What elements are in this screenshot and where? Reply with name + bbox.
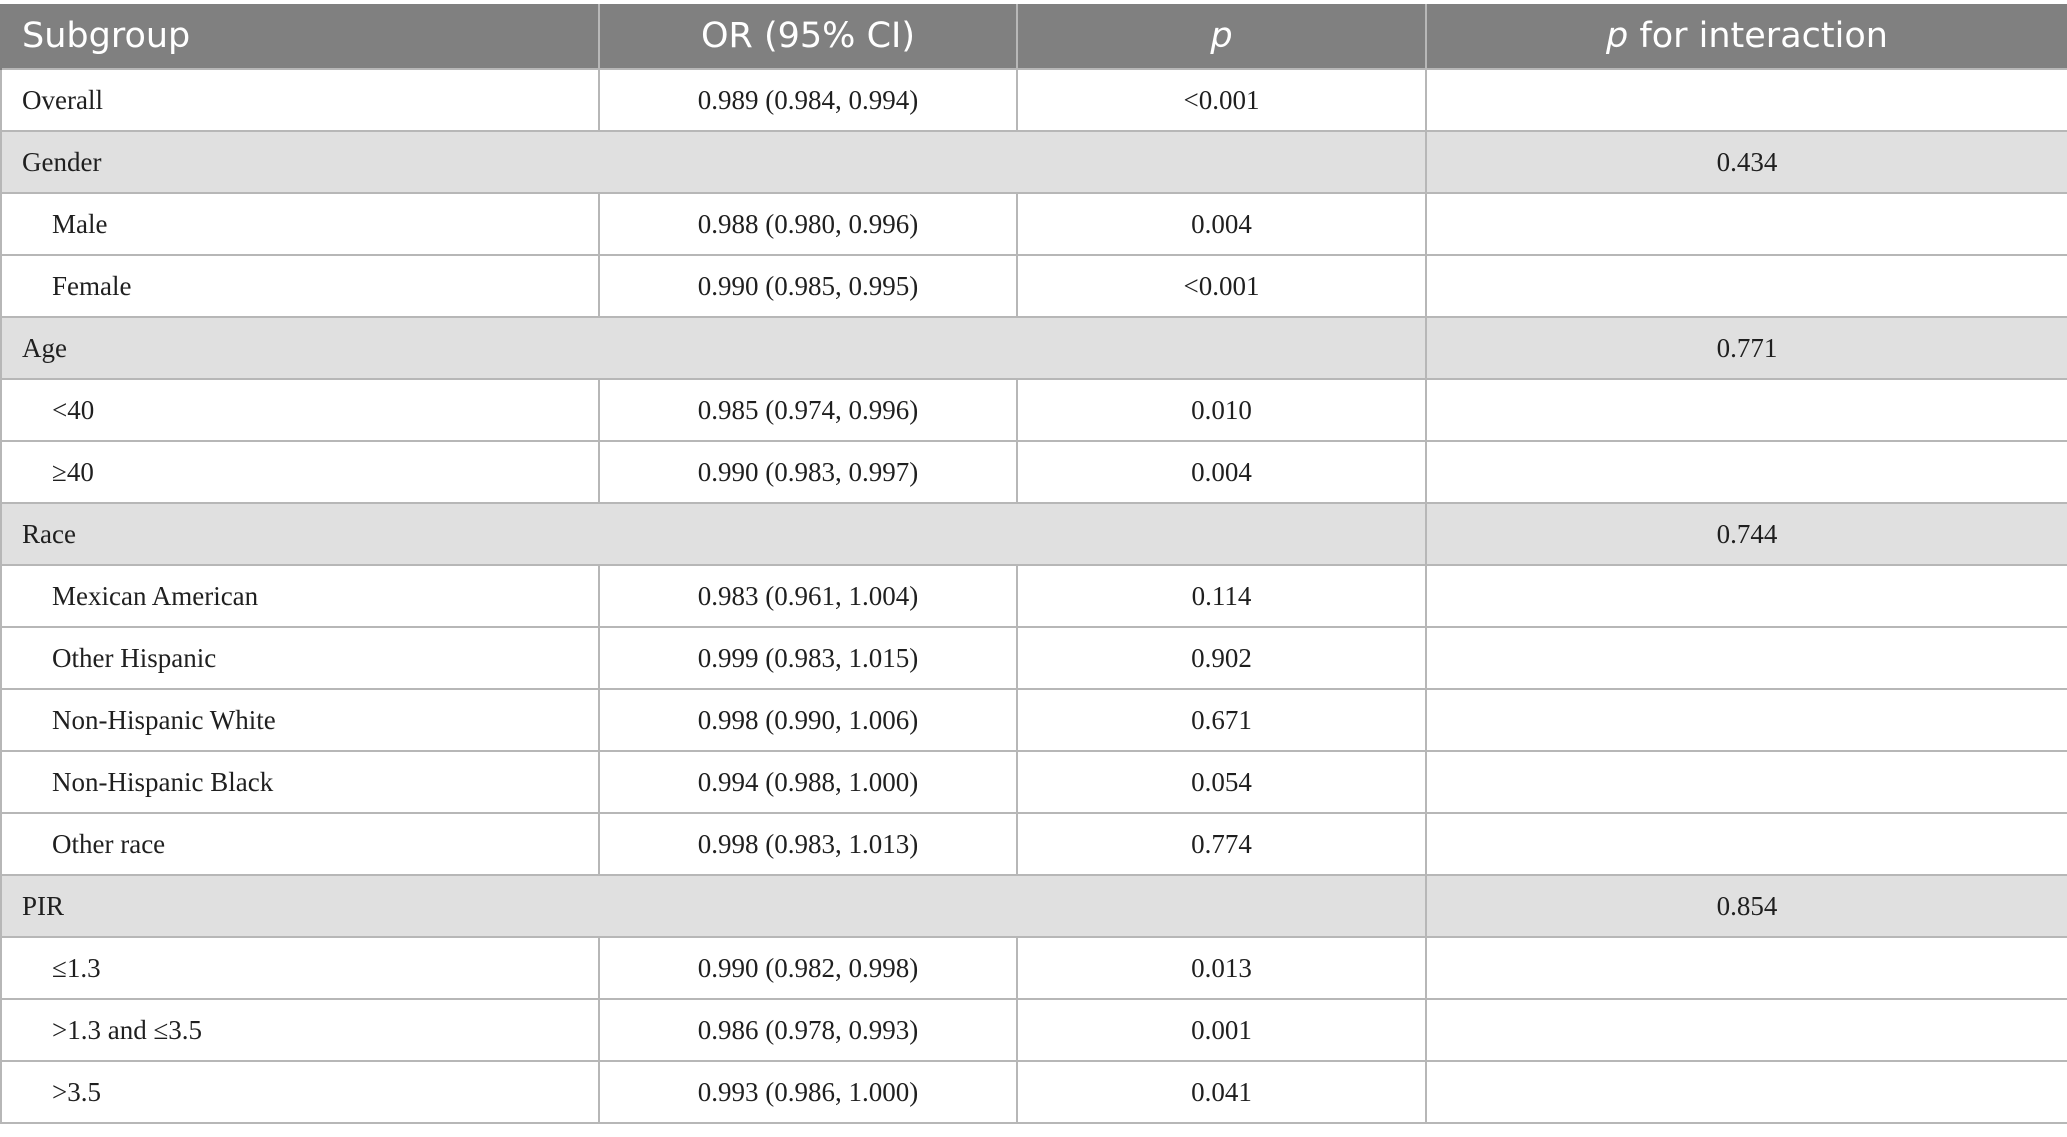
p-value-cell: 0.114 [1016,564,1427,628]
header-row: Subgroup OR (95% CI) p p for interaction [0,4,2067,69]
group-label: Race [0,502,1427,566]
or-ci-cell: 0.998 (0.990, 1.006) [598,688,1018,752]
or-ci-cell: 0.983 (0.961, 1.004) [598,564,1018,628]
table-row: Mexican American 0.983 (0.961, 1.004) 0.11… [0,564,2067,628]
subgroup-cell: >1.3 and ≤3.5 [0,998,600,1062]
p-value-cell: <0.001 [1016,254,1427,318]
table-row: Other race 0.998 (0.983, 1.013) 0.774 [0,812,2067,876]
p-value-cell: <0.001 [1016,68,1427,132]
table-row: ≤1.3 0.990 (0.982, 0.998) 0.013 [0,936,2067,1000]
group-label: Gender [0,130,1427,194]
p-interaction-cell: 0.771 [1425,316,2067,380]
group-row: PIR 0.854 [0,874,2067,938]
header-p-label: p [1210,16,1233,56]
group-row: Gender 0.434 [0,130,2067,194]
group-label: PIR [0,874,1427,938]
subgroup-analysis-table: Subgroup OR (95% CI) p p for interaction… [0,4,2067,1124]
p-value-cell: 0.004 [1016,440,1427,504]
table-row: Male 0.988 (0.980, 0.996) 0.004 [0,192,2067,256]
table-header: Subgroup OR (95% CI) p p for interaction [0,4,2067,69]
table-row: Overall 0.989 (0.984, 0.994) <0.001 [0,68,2067,132]
p-interaction-cell [1425,1060,2067,1124]
header-or-ci: OR (95% CI) [598,4,1018,69]
or-ci-cell: 0.990 (0.983, 0.997) [598,440,1018,504]
subgroup-cell: <40 [0,378,600,442]
or-ci-cell: 0.988 (0.980, 0.996) [598,192,1018,256]
or-ci-cell: 0.999 (0.983, 1.015) [598,626,1018,690]
table-body: Overall 0.989 (0.984, 0.994) <0.001 Gender 0… [0,68,2067,1124]
p-interaction-cell [1425,192,2067,256]
p-interaction-cell: 0.434 [1425,130,2067,194]
subgroup-cell: Overall [0,68,600,132]
or-ci-cell: 0.986 (0.978, 0.993) [598,998,1018,1062]
p-interaction-cell: 0.854 [1425,874,2067,938]
p-interaction-cell [1425,812,2067,876]
p-value-cell: 0.671 [1016,688,1427,752]
p-value-cell: 0.054 [1016,750,1427,814]
table-row: Non-Hispanic Black 0.994 (0.988, 1.000) 0.… [0,750,2067,814]
p-interaction-cell [1425,564,2067,628]
p-value-cell: 0.004 [1016,192,1427,256]
p-interaction-cell [1425,688,2067,752]
subgroup-cell: >3.5 [0,1060,600,1124]
p-value-cell: 0.010 [1016,378,1427,442]
p-interaction-cell [1425,936,2067,1000]
table-row: Non-Hispanic White 0.998 (0.990, 1.006) 0.… [0,688,2067,752]
subgroup-cell: Non-Hispanic Black [0,750,600,814]
group-row: Age 0.771 [0,316,2067,380]
p-interaction-cell: 0.744 [1425,502,2067,566]
table-row: Other Hispanic 0.999 (0.983, 1.015) 0.902 [0,626,2067,690]
p-interaction-cell [1425,378,2067,442]
p-interaction-cell [1425,750,2067,814]
p-value-cell: 0.001 [1016,998,1427,1062]
subgroup-cell: Non-Hispanic White [0,688,600,752]
or-ci-cell: 0.990 (0.982, 0.998) [598,936,1018,1000]
p-interaction-cell [1425,998,2067,1062]
group-row: Race 0.744 [0,502,2067,566]
or-ci-cell: 0.998 (0.983, 1.013) [598,812,1018,876]
header-subgroup: Subgroup [0,4,600,69]
subgroup-cell: Other race [0,812,600,876]
header-p-interaction-italic: p [1606,16,1629,56]
subgroup-cell: Female [0,254,600,318]
table-row: >3.5 0.993 (0.986, 1.000) 0.041 [0,1060,2067,1124]
or-ci-cell: 0.985 (0.974, 0.996) [598,378,1018,442]
table-row: >1.3 and ≤3.5 0.986 (0.978, 0.993) 0.001 [0,998,2067,1062]
table-row: Female 0.990 (0.985, 0.995) <0.001 [0,254,2067,318]
table-row: <40 0.985 (0.974, 0.996) 0.010 [0,378,2067,442]
p-interaction-cell [1425,440,2067,504]
subgroup-cell: Mexican American [0,564,600,628]
p-interaction-cell [1425,68,2067,132]
subgroup-cell: ≤1.3 [0,936,600,1000]
or-ci-cell: 0.990 (0.985, 0.995) [598,254,1018,318]
p-value-cell: 0.774 [1016,812,1427,876]
subgroup-table-container: Subgroup OR (95% CI) p p for interaction… [0,4,2067,1124]
subgroup-cell: ≥40 [0,440,600,504]
p-value-cell: 0.013 [1016,936,1427,1000]
subgroup-cell: Male [0,192,600,256]
header-p-interaction-rest: for interaction [1628,16,1888,56]
p-interaction-cell [1425,626,2067,690]
subgroup-cell: Other Hispanic [0,626,600,690]
header-p-interaction: p for interaction [1425,4,2067,69]
or-ci-cell: 0.989 (0.984, 0.994) [598,68,1018,132]
p-value-cell: 0.902 [1016,626,1427,690]
p-value-cell: 0.041 [1016,1060,1427,1124]
p-interaction-cell [1425,254,2067,318]
or-ci-cell: 0.993 (0.986, 1.000) [598,1060,1018,1124]
group-label: Age [0,316,1427,380]
header-p: p [1016,4,1427,69]
or-ci-cell: 0.994 (0.988, 1.000) [598,750,1018,814]
table-row: ≥40 0.990 (0.983, 0.997) 0.004 [0,440,2067,504]
